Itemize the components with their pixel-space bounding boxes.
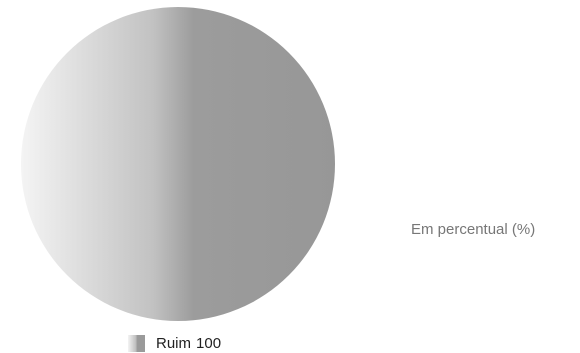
pie-slice-ruim bbox=[21, 7, 335, 321]
pie-slices bbox=[21, 7, 335, 321]
legend-value-ruim: 100 bbox=[196, 334, 222, 352]
legend-swatch-ruim bbox=[128, 334, 145, 352]
legend: Ruim 100 bbox=[128, 334, 221, 352]
legend-label-ruim: Ruim bbox=[156, 334, 192, 352]
unit-note: Em percentual (%) bbox=[411, 221, 536, 238]
